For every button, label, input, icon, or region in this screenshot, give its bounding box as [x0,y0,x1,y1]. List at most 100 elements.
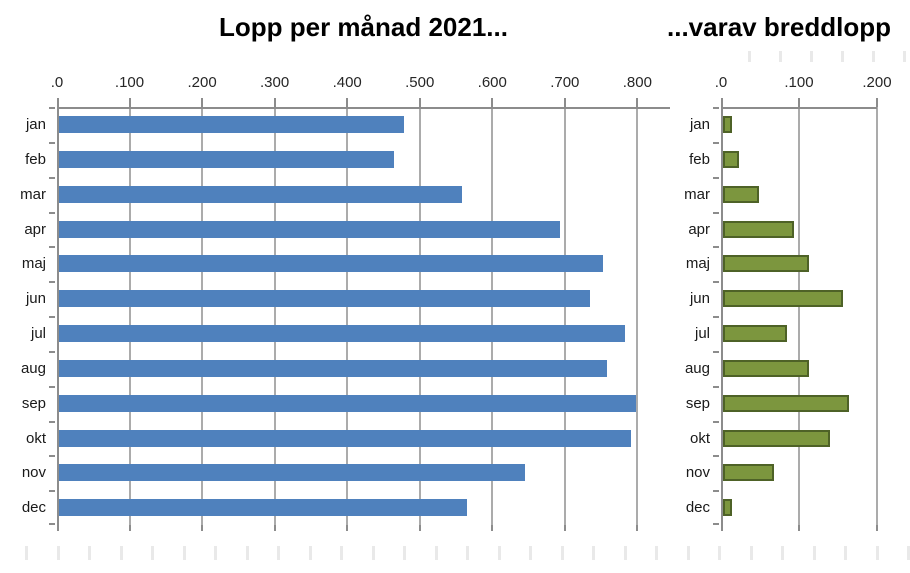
faint-bottom-tick [88,546,91,560]
faint-bottom-tick [57,546,60,560]
left-chart-plot-area: .0 .100 .200 .300 .400 .500 .600 .700 .800 jan feb… [20,74,670,531]
faint-bottom-tick [498,546,501,560]
category-label: jun [689,290,710,307]
y-axis-tick [713,212,719,214]
category-label: mar [684,186,710,203]
category-label: okt [689,430,710,447]
gridline-600 [491,107,494,525]
category-label: aug [20,360,46,377]
bar-jan [59,116,404,133]
axis-tick-label: .0 [50,74,64,91]
y-axis-tick [49,386,55,388]
y-axis-tick [49,107,55,109]
category-label: nov [21,464,46,481]
bar-dec [59,499,468,516]
x-axis-tick [128,98,131,107]
y-axis-tick [713,246,719,248]
bar-jan [723,116,733,133]
category-label: apr [688,221,710,238]
axis-tick-label: .200 [187,74,217,91]
faint-bottom-tick [561,546,564,560]
axis-tick-label: .300 [260,74,290,91]
y-axis-tick [49,316,55,318]
bar-jul [723,325,787,342]
category-label: apr [24,221,46,238]
x-axis-bottom-tick [721,525,723,531]
gridline-100 [128,107,131,525]
faint-top-tick [872,51,875,62]
x-axis-line [57,107,670,109]
gridline-700 [563,107,566,525]
bar-okt [723,430,830,447]
y-axis-tick [713,107,719,109]
category-label: jul [694,325,710,342]
gridline-800 [636,107,639,525]
faint-bottom-tick [813,546,816,560]
faint-bottom-tick [750,546,753,560]
x-axis-tick [201,98,204,107]
bar-nov [723,464,775,481]
gridline-200 [876,107,878,525]
x-axis-line [721,107,877,109]
gridline-500 [418,107,421,525]
faint-bottom-tick [718,546,721,560]
x-axis-tick [636,98,639,107]
y-axis-tick [49,351,55,353]
faint-bottom-tick [340,546,343,560]
x-axis-bottom-tick [57,525,59,531]
faint-bottom-tick [907,546,910,560]
bar-jul [59,325,625,342]
bar-jun [723,290,844,307]
x-axis-bottom-tick [491,525,494,531]
category-label: maj [21,255,46,272]
x-axis-tick [273,98,276,107]
axis-tick-label: .800 [622,74,652,91]
bar-maj [59,255,604,272]
faint-bottom-tick [214,546,217,560]
y-axis-tick [713,386,719,388]
x-axis-bottom-tick [201,525,204,531]
category-label: sep [685,395,710,412]
right-chart-title: ...varav breddlopp [667,12,891,42]
faint-bottom-tick [120,546,123,560]
faint-bottom-tick [655,546,658,560]
bar-apr [59,221,561,238]
faint-top-tick [841,51,844,62]
faint-top-tick [810,51,813,62]
bar-okt [59,430,632,447]
faint-top-tick [748,51,751,62]
faint-bottom-tick [246,546,249,560]
x-axis-bottom-tick [346,525,349,531]
right-chart-plot-area: .0 .100 .200 jan feb mar apr maj jun jul aug sep okt… [684,74,892,531]
category-label: jan [689,116,710,133]
faint-bottom-tick [183,546,186,560]
bar-aug [723,360,809,377]
axis-tick-label: .200 [862,74,892,91]
bar-mar [59,186,463,203]
x-axis-bottom-tick [876,525,878,531]
faint-bottom-tick [277,546,280,560]
x-axis-tick [798,98,800,107]
x-axis-bottom-tick [563,525,566,531]
x-axis-bottom-tick [418,525,421,531]
y-axis-tick [49,142,55,144]
axis-tick-label: .100 [114,74,145,91]
category-label: maj [685,255,710,272]
faint-bottom-tick [151,546,154,560]
bar-jun [59,290,591,307]
y-axis-tick [713,316,719,318]
left-chart-title: Lopp per månad 2021... [219,12,508,42]
category-label: aug [684,360,710,377]
faint-bottom-tick [624,546,627,560]
y-axis-tick [713,351,719,353]
faint-top-tick [903,51,906,62]
x-axis-tick [721,98,723,107]
bar-feb [59,151,395,168]
axis-tick-label: .400 [332,74,362,91]
faint-bottom-tick [876,546,879,560]
gridline-100 [798,107,800,525]
category-label: feb [25,151,46,168]
faint-bottom-tick [687,546,690,560]
x-axis-tick [418,98,421,107]
